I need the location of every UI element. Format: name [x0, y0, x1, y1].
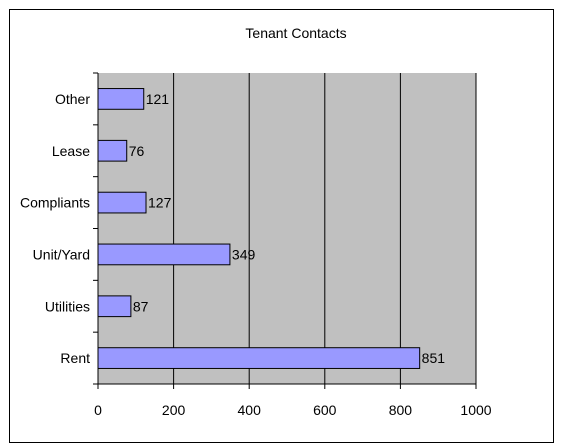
data-label: 127 [148, 195, 172, 211]
category-label: Compliants [20, 195, 90, 211]
x-tick-label: 800 [389, 402, 413, 418]
data-label: 76 [129, 143, 145, 159]
data-label: 87 [133, 298, 149, 314]
bar-other [97, 88, 145, 110]
bar-rent [97, 347, 421, 369]
x-tick-label: 1000 [460, 402, 491, 418]
bar-unit-yard [97, 243, 231, 266]
category-label: Utilities [45, 298, 90, 314]
plot-background [98, 73, 476, 384]
category-label: Rent [60, 350, 90, 366]
data-label: 121 [146, 91, 170, 107]
x-tick-label: 200 [162, 402, 186, 418]
bar-utilities [97, 295, 132, 318]
x-tick-label: 0 [94, 402, 102, 418]
category-label: Unit/Yard [33, 246, 90, 262]
category-label: Lease [52, 143, 90, 159]
category-label: Other [55, 91, 90, 107]
bar-compliants [97, 191, 147, 214]
bar-lease [97, 139, 128, 162]
x-tick-label: 600 [313, 402, 337, 418]
chart-title: Tenant Contacts [245, 25, 346, 41]
data-label: 851 [422, 350, 446, 366]
x-tick-label: 400 [238, 402, 262, 418]
data-label: 349 [232, 246, 256, 262]
plot-area: 0 200 400 600 800 1000 Other 121 Lease 76 Complian… [20, 72, 492, 418]
